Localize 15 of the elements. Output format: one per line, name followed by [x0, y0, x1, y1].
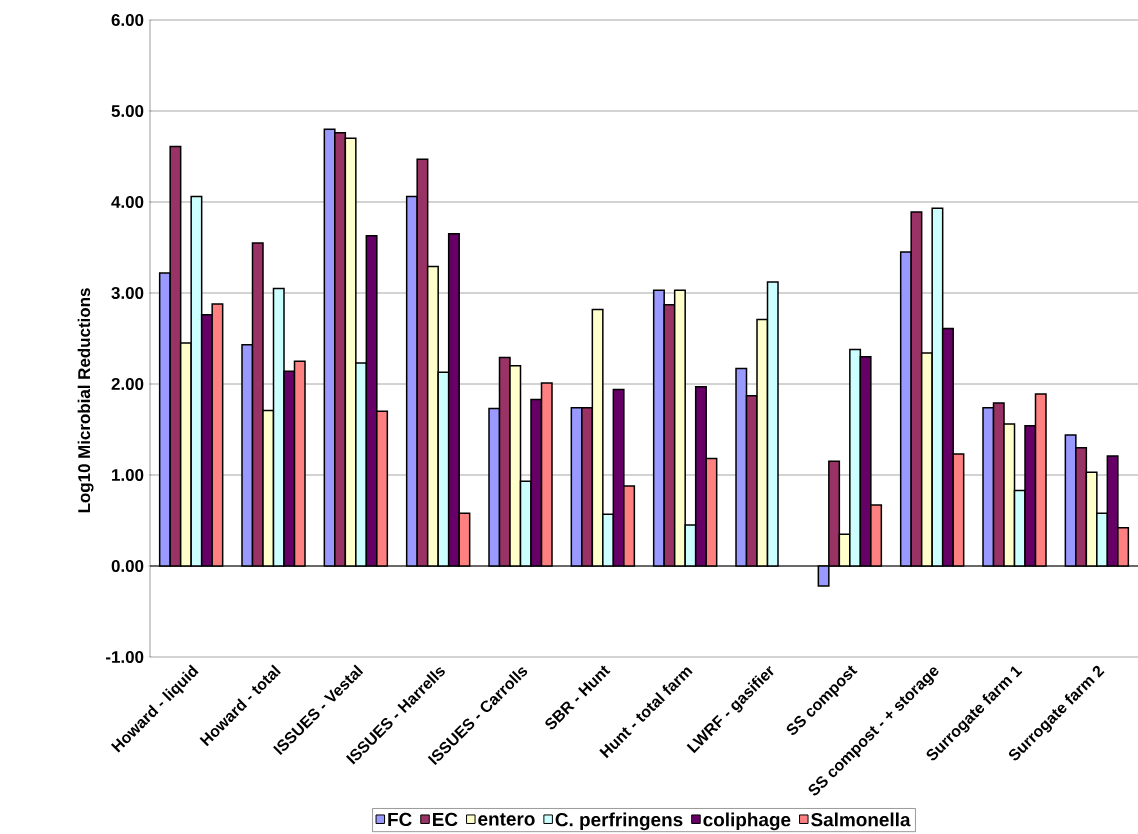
y-tick-label: 0.00: [111, 560, 144, 572]
y-tick-label: -1.00: [106, 651, 144, 663]
legend-label: Salmonella: [811, 812, 911, 827]
y-axis-title: Log10 Microbial Reductions: [77, 288, 94, 513]
y-tick-label: 4.00: [111, 196, 144, 208]
legend-label: coliphage: [703, 812, 791, 831]
legend-label: C. perfringens: [555, 812, 683, 831]
y-tick-label: 3.00: [111, 286, 144, 299]
legend-label: entero: [478, 813, 535, 826]
y-tick-label: 2.00: [111, 378, 144, 390]
y-tick-label: 5.00: [111, 105, 144, 117]
y-tick-label: 6.00: [111, 14, 144, 26]
y-tick-label: 1.00: [112, 469, 144, 481]
legend-label: FC: [388, 812, 412, 827]
legend-label: EC: [433, 812, 458, 827]
